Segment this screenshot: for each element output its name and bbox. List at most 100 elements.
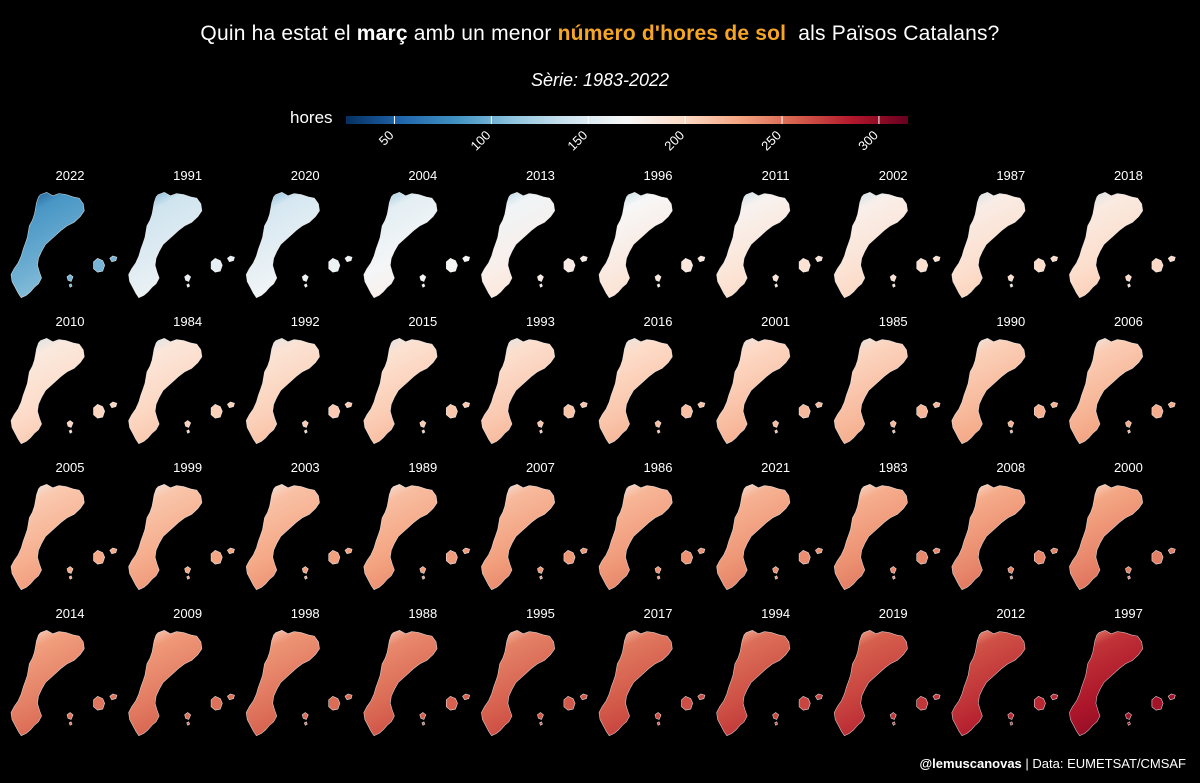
formentera-island — [68, 721, 73, 726]
menorca-island — [109, 547, 118, 555]
formentera-island — [303, 575, 308, 580]
mainland-region — [833, 629, 908, 737]
title-bold-metric: número d'hores de sol — [557, 22, 787, 45]
mainland-region — [128, 629, 203, 737]
eivissa-island — [184, 712, 192, 720]
year-map: 1999 — [128, 460, 235, 591]
eivissa-island — [419, 712, 427, 720]
formentera-island — [186, 575, 191, 580]
year-label: 1999 — [173, 460, 202, 475]
menorca-island — [109, 255, 118, 263]
eivissa-island — [772, 274, 780, 282]
year-label: 2009 — [173, 606, 202, 621]
mallorca-island — [210, 695, 223, 711]
mainland-region — [951, 337, 1026, 445]
mallorca-island — [563, 549, 576, 565]
mainland-region — [128, 337, 203, 445]
menorca-island — [815, 401, 823, 409]
mainland-region — [481, 191, 556, 299]
mainland-region — [1069, 191, 1144, 299]
eivissa-island — [301, 566, 309, 574]
mainland-region — [481, 337, 556, 445]
formentera-island — [1009, 721, 1014, 726]
formentera-island — [421, 429, 426, 434]
year-label: 2019 — [879, 606, 908, 621]
year-label: 1994 — [761, 606, 790, 621]
eivissa-island — [537, 274, 544, 282]
eivissa-island — [654, 420, 662, 428]
year-label: 2016 — [644, 314, 673, 329]
formentera-island — [68, 575, 73, 580]
eivissa-island — [301, 420, 309, 428]
mainland-region — [716, 629, 791, 737]
menorca-island — [579, 547, 588, 555]
color-legend: hores 50 100 150 200 250 300 — [280, 104, 920, 164]
eivissa-island — [301, 712, 309, 720]
formentera-island — [539, 721, 543, 726]
year-label: 2004 — [408, 168, 437, 183]
legend-gradient-bar — [346, 116, 908, 124]
year-map: 2009 — [128, 606, 235, 737]
year-map: 1989 — [363, 460, 471, 591]
year-map: 2010 — [10, 314, 118, 445]
mainland-region — [245, 629, 320, 737]
mainland-region — [716, 483, 791, 591]
eivissa-island — [1125, 274, 1132, 282]
formentera-island — [68, 283, 73, 288]
eivissa-island — [537, 566, 544, 574]
formentera-island — [421, 721, 426, 726]
chart-title: Quin ha estat el març amb un menor númer… — [0, 22, 1200, 46]
formentera-island — [303, 283, 308, 288]
formentera-island — [303, 429, 308, 434]
year-map: 2018 — [1069, 168, 1176, 299]
menorca-island — [227, 547, 235, 555]
mallorca-island — [328, 549, 341, 565]
mallorca-island — [681, 549, 694, 565]
eivissa-island — [537, 420, 544, 428]
formentera-island — [421, 283, 426, 288]
year-map: 1991 — [128, 168, 235, 299]
mallorca-island — [328, 257, 341, 273]
year-map: 2021 — [716, 460, 823, 591]
year-label: 1997 — [1114, 606, 1143, 621]
mainland-region — [1069, 629, 1144, 737]
formentera-island — [891, 429, 896, 434]
mallorca-island — [563, 403, 576, 419]
year-map: 2012 — [951, 606, 1059, 737]
year-label: 2002 — [879, 168, 908, 183]
year-label: 1987 — [996, 168, 1025, 183]
mainland-region — [128, 483, 203, 591]
eivissa-island — [419, 274, 427, 282]
menorca-island — [462, 547, 471, 555]
menorca-island — [1167, 547, 1176, 555]
formentera-island — [1127, 283, 1131, 288]
year-map: 2020 — [245, 168, 353, 299]
year-label: 1984 — [173, 314, 202, 329]
mainland-region — [833, 191, 908, 299]
year-map: 1994 — [716, 606, 823, 737]
year-map: 1992 — [245, 314, 353, 445]
formentera-island — [303, 721, 308, 726]
mainland-region — [10, 191, 85, 299]
mainland-region — [363, 629, 438, 737]
mallorca-island — [798, 403, 811, 419]
formentera-island — [1009, 429, 1014, 434]
mainland-region — [1069, 337, 1144, 445]
year-map: 1987 — [951, 168, 1059, 299]
year-map: 2013 — [481, 168, 588, 299]
eivissa-island — [184, 566, 192, 574]
year-label: 2015 — [408, 314, 437, 329]
menorca-island — [1167, 693, 1176, 701]
chart-subtitle: Sèrie: 1983-2022 — [530, 70, 670, 90]
formentera-island — [421, 575, 426, 580]
eivissa-island — [889, 712, 897, 720]
year-map: 2015 — [363, 314, 471, 445]
year-map: 2005 — [10, 460, 118, 591]
menorca-island — [579, 693, 588, 701]
year-label: 2013 — [526, 168, 555, 183]
year-map: 2004 — [363, 168, 471, 299]
menorca-island — [344, 547, 353, 555]
mainland-region — [245, 337, 320, 445]
formentera-island — [539, 283, 543, 288]
mallorca-island — [1034, 549, 1046, 565]
